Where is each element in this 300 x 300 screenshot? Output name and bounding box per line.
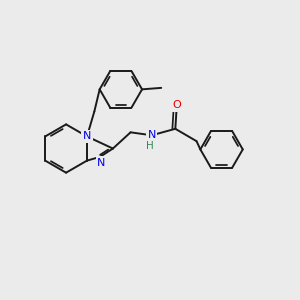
Text: N: N xyxy=(97,158,106,168)
Text: O: O xyxy=(172,100,181,110)
Text: N: N xyxy=(83,131,91,142)
Text: N: N xyxy=(148,130,156,140)
Text: H: H xyxy=(146,142,154,152)
